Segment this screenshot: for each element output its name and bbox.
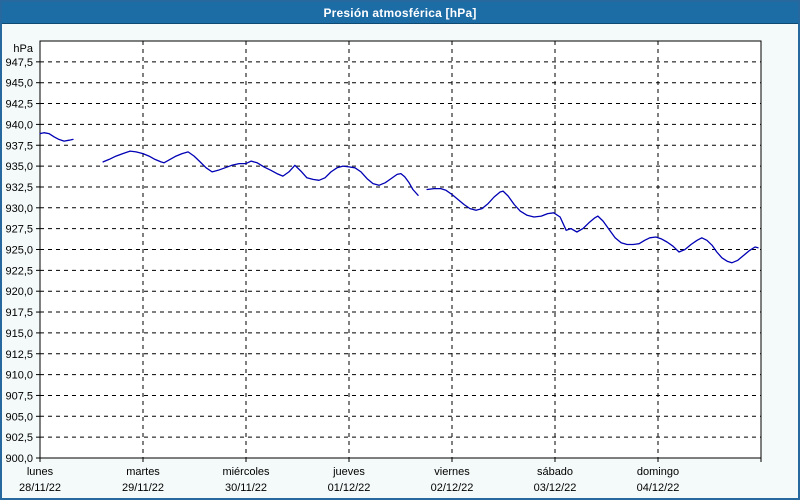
day-date-label: 01/12/22 [328, 482, 371, 494]
y-tick-label: 945,0 [5, 78, 33, 90]
y-tick-label: 925,0 [5, 245, 33, 257]
y-tick-label: 937,5 [5, 140, 33, 152]
y-tick-label: 912,5 [5, 349, 33, 361]
y-tick-label: 940,0 [5, 119, 33, 131]
day-name-label: domingo [637, 466, 679, 478]
day-date-label: 02/12/22 [431, 482, 474, 494]
day-date-label: 29/11/22 [122, 482, 164, 494]
plot-frame [39, 40, 762, 459]
chart-titlebar: Presión atmosférica [hPa] [2, 2, 798, 24]
y-tick-label: 905,0 [5, 411, 33, 423]
y-tick-label: 910,0 [5, 370, 33, 382]
day-date-label: 28/11/22 [19, 482, 61, 494]
y-tick-label: 915,0 [5, 328, 33, 340]
pressure-series-line [426, 187, 759, 264]
day-name-label: miércoles [222, 466, 270, 478]
day-date-label: 04/12/22 [637, 482, 680, 494]
y-tick-label: 902,5 [5, 432, 33, 444]
pressure-series-line [102, 150, 419, 196]
pressure-series-line [39, 132, 74, 142]
y-tick-label: 930,0 [5, 203, 33, 215]
y-tick-label: 900,0 [5, 453, 33, 465]
chart-title: Presión atmosférica [hPa] [323, 5, 477, 20]
y-tick-label: 927,5 [5, 224, 33, 236]
day-date-label: 03/12/22 [534, 482, 577, 494]
day-name-label: viernes [434, 466, 470, 478]
y-tick-label: 917,5 [5, 307, 33, 319]
y-tick-label: 935,0 [5, 161, 33, 173]
y-tick-label: 920,0 [5, 286, 33, 298]
day-name-label: jueves [332, 466, 365, 478]
day-name-label: sábado [537, 466, 573, 478]
y-tick-label: 947,5 [5, 57, 33, 69]
day-name-label: lunes [27, 466, 54, 478]
y-tick-label: 922,5 [5, 265, 33, 277]
y-tick-label: 932,5 [5, 182, 33, 194]
day-date-label: 30/11/22 [225, 482, 267, 494]
y-tick-label: 942,5 [5, 99, 33, 111]
day-name-label: martes [126, 466, 160, 478]
y-tick-label: 907,5 [5, 390, 33, 402]
axis-unit-label: hPa [13, 43, 33, 55]
